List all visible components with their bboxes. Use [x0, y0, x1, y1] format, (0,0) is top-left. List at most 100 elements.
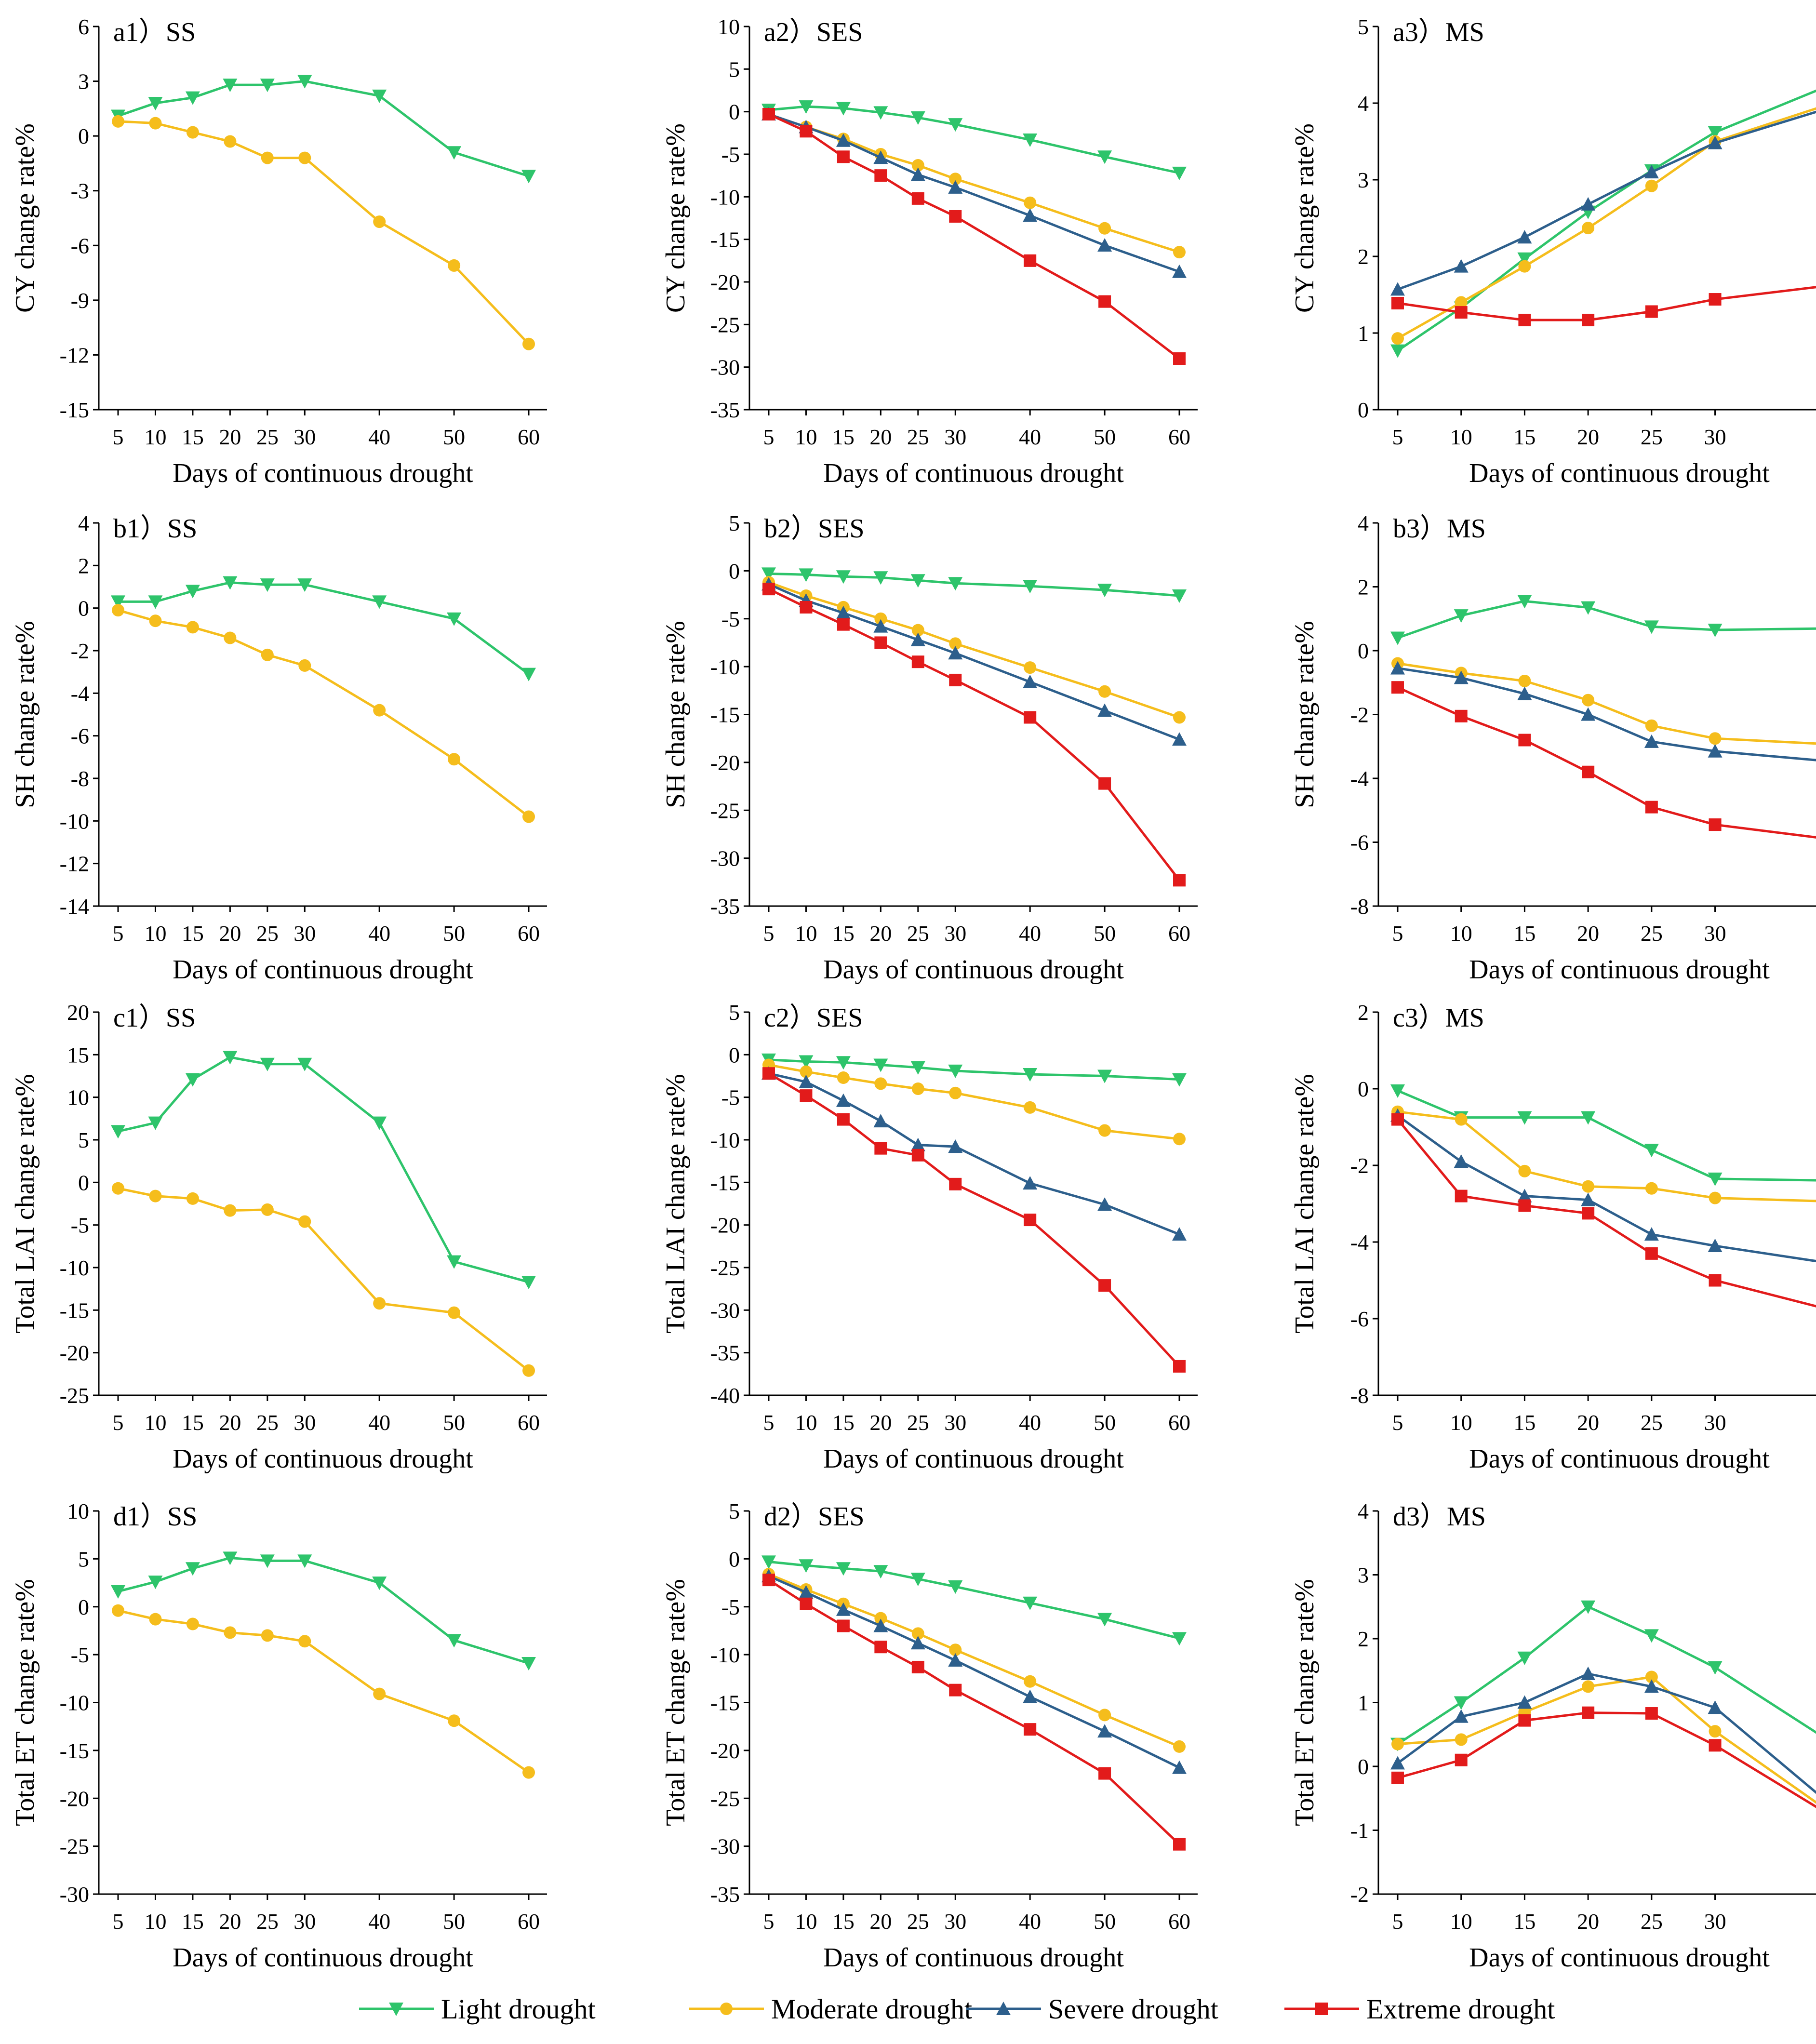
x-tick-label: 10	[1450, 1909, 1472, 1934]
y-tick-label: 2	[1358, 575, 1369, 600]
x-tick-label: 60	[1168, 921, 1190, 946]
y-tick-label: 0	[729, 100, 740, 124]
y-tick-label: -6	[1350, 1307, 1369, 1331]
legend: Light drought Moderate drought Severe drou…	[359, 1993, 1555, 2025]
x-tick-label: 15	[182, 425, 204, 449]
data-point-moderate	[1582, 1180, 1595, 1193]
data-point-moderate	[1455, 1113, 1468, 1126]
data-point-extreme	[1645, 305, 1658, 318]
data-point-light	[1644, 620, 1659, 634]
data-point-extreme	[1173, 1838, 1186, 1851]
x-axis-title: Days of continuous drought	[1469, 458, 1770, 488]
data-point-severe	[948, 1653, 963, 1667]
legend-marker-severe	[996, 2002, 1011, 2015]
data-point-light	[1390, 1084, 1405, 1098]
data-point-light	[910, 1061, 925, 1075]
x-tick-label: 40	[1019, 1909, 1041, 1934]
data-point-moderate	[261, 1629, 274, 1642]
x-tick-label: 60	[1168, 425, 1190, 449]
x-tick-label: 20	[869, 425, 892, 449]
data-point-light	[185, 1562, 200, 1576]
data-point-severe	[1097, 238, 1112, 252]
data-point-severe	[1454, 670, 1469, 684]
x-tick-label: 30	[1704, 425, 1726, 449]
y-axis-title: CY change rate%	[10, 123, 40, 313]
y-tick-label: 5	[78, 1128, 89, 1152]
x-axis-title: Days of continuous drought	[173, 458, 473, 488]
y-axis-title: Total ET change rate%	[661, 1579, 691, 1826]
y-tick-label: 1	[1358, 321, 1369, 346]
data-point-light	[1581, 601, 1596, 615]
data-point-moderate	[298, 659, 311, 672]
data-point-light	[223, 79, 238, 93]
data-point-severe	[873, 150, 888, 164]
data-point-light	[1708, 126, 1723, 140]
data-point-moderate	[298, 1215, 311, 1228]
data-point-moderate	[373, 215, 386, 228]
x-axis-title: Days of continuous drought	[823, 1943, 1124, 1973]
x-tick-label: 50	[1094, 921, 1116, 946]
data-point-extreme	[1024, 1214, 1037, 1227]
y-tick-label: 0	[78, 124, 89, 148]
data-point-severe	[1454, 1154, 1469, 1168]
data-point-light	[1172, 589, 1187, 603]
data-point-light	[873, 571, 888, 585]
y-tick-label: -10	[60, 1691, 89, 1715]
y-tick-label: -1	[1350, 1818, 1369, 1843]
x-tick-label: 40	[368, 425, 390, 449]
panel-title: b2）SES	[764, 514, 865, 544]
data-point-extreme	[1391, 681, 1404, 694]
x-tick-label: 50	[1094, 1410, 1116, 1435]
data-point-light	[1023, 1596, 1038, 1610]
data-point-light	[447, 612, 462, 626]
data-point-severe	[1172, 1227, 1187, 1241]
data-point-light	[223, 1551, 238, 1565]
y-tick-label: 10	[718, 14, 740, 39]
y-tick-label: -8	[1350, 1383, 1369, 1408]
x-tick-label: 20	[219, 1909, 241, 1934]
data-point-moderate	[1098, 1124, 1111, 1137]
panel-title: a3）MS	[1393, 17, 1484, 47]
panel-title: c2）SES	[764, 1003, 863, 1033]
x-axis-title: Days of continuous drought	[1469, 955, 1770, 985]
y-tick-label: -14	[60, 894, 89, 919]
data-point-light	[1097, 150, 1112, 164]
y-tick-label: -5	[721, 1595, 740, 1619]
series-line-light	[768, 572, 1180, 597]
data-point-moderate	[1098, 685, 1111, 698]
y-tick-label: 0	[729, 1547, 740, 1571]
x-tick-label: 25	[256, 425, 279, 449]
y-tick-label: 15	[67, 1042, 89, 1067]
data-point-extreme	[837, 618, 850, 631]
data-point-light	[1517, 1111, 1532, 1125]
data-point-extreme	[1709, 1274, 1722, 1287]
y-tick-label: -30	[710, 355, 740, 380]
data-point-extreme	[1024, 1723, 1037, 1736]
data-point-light	[761, 1555, 776, 1569]
data-point-extreme	[874, 169, 887, 182]
data-point-moderate	[1645, 179, 1658, 192]
data-point-moderate	[1645, 1670, 1658, 1683]
series-line-extreme	[1397, 1119, 1816, 1308]
data-point-light	[1581, 1111, 1596, 1125]
x-tick-label: 10	[795, 425, 817, 449]
data-point-extreme	[1024, 254, 1037, 267]
y-tick-label: 0	[1358, 398, 1369, 422]
y-axis-title: Total LAI change rate%	[661, 1074, 691, 1334]
data-point-light	[185, 91, 200, 105]
data-point-moderate	[186, 1192, 199, 1205]
data-point-light	[836, 1562, 851, 1576]
x-tick-label: 15	[182, 1410, 204, 1435]
x-tick-label: 10	[1450, 1410, 1472, 1435]
y-tick-label: -2	[71, 639, 89, 663]
x-tick-label: 10	[144, 425, 166, 449]
series-line-moderate	[118, 120, 530, 345]
data-point-severe	[1517, 686, 1532, 700]
data-point-light	[1517, 595, 1532, 609]
y-tick-label: 1	[1358, 1691, 1369, 1715]
y-tick-label: -25	[710, 1786, 740, 1811]
data-point-extreme	[949, 1177, 962, 1190]
data-point-severe	[1454, 1709, 1469, 1723]
